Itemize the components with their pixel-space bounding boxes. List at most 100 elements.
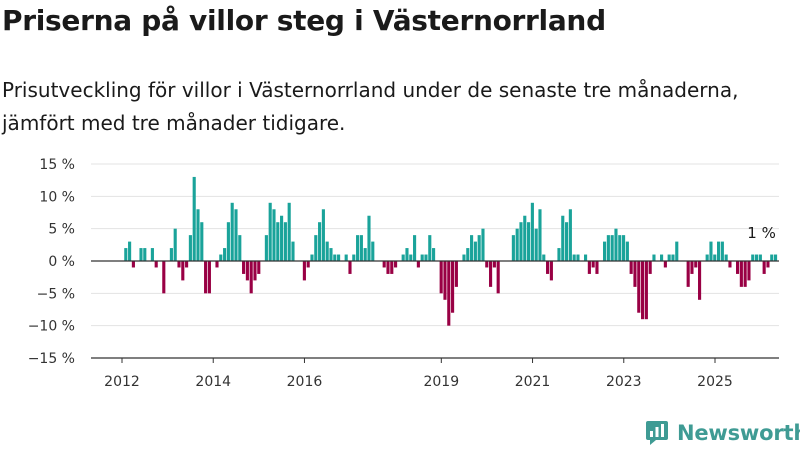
bar bbox=[591, 261, 595, 268]
bar bbox=[154, 261, 158, 268]
bar bbox=[671, 254, 675, 261]
bar bbox=[747, 261, 751, 281]
bar bbox=[451, 261, 455, 313]
bar bbox=[143, 248, 147, 261]
bar bbox=[356, 235, 360, 261]
bar bbox=[568, 209, 572, 261]
bar bbox=[253, 261, 257, 281]
bar bbox=[177, 261, 181, 268]
bar bbox=[473, 241, 477, 261]
bar bbox=[325, 241, 329, 261]
latest-value-label: 1 % bbox=[747, 224, 776, 242]
bar bbox=[306, 261, 310, 268]
bar bbox=[352, 254, 356, 261]
x-tick-label: 2023 bbox=[606, 374, 642, 390]
bar bbox=[272, 209, 276, 261]
bar bbox=[770, 254, 774, 261]
bar bbox=[766, 261, 770, 268]
bar bbox=[318, 222, 322, 261]
y-tick-label: 15 % bbox=[39, 157, 75, 173]
y-tick-label: 5 % bbox=[48, 222, 75, 238]
bar bbox=[705, 254, 709, 261]
bar bbox=[489, 261, 493, 287]
bar bbox=[774, 254, 778, 261]
bar bbox=[755, 254, 759, 261]
bar bbox=[234, 209, 238, 261]
bar bbox=[758, 254, 762, 261]
bar bbox=[348, 261, 352, 274]
bar bbox=[519, 222, 523, 261]
bar bbox=[557, 248, 561, 261]
bar bbox=[610, 235, 614, 261]
bar bbox=[128, 241, 132, 261]
bar bbox=[728, 261, 732, 268]
bar bbox=[276, 222, 280, 261]
bar bbox=[538, 209, 542, 261]
bar bbox=[280, 215, 284, 261]
bar bbox=[625, 241, 629, 261]
bar bbox=[192, 176, 196, 261]
bar bbox=[644, 261, 648, 320]
bar bbox=[321, 209, 325, 261]
x-tick-label: 2012 bbox=[104, 374, 140, 390]
x-tick-label: 2014 bbox=[195, 374, 231, 390]
bar-chart: 15 % 10 % 5 % 0 % −5 % −10 % −15 % 2012 2014 2016… bbox=[28, 157, 779, 390]
bar bbox=[394, 261, 398, 268]
y-tick-label: 10 % bbox=[39, 189, 75, 205]
bar bbox=[546, 261, 550, 274]
bar bbox=[219, 254, 223, 261]
bar bbox=[302, 261, 306, 281]
bar bbox=[200, 222, 204, 261]
bar bbox=[724, 254, 728, 261]
bar bbox=[268, 202, 272, 261]
bar bbox=[698, 261, 702, 300]
bar bbox=[454, 261, 458, 287]
bar bbox=[196, 209, 200, 261]
bar bbox=[405, 248, 409, 261]
bar bbox=[648, 261, 652, 274]
x-tick-label: 2019 bbox=[423, 374, 459, 390]
bar bbox=[249, 261, 253, 294]
bar bbox=[242, 261, 246, 274]
bar bbox=[549, 261, 553, 281]
bars bbox=[124, 176, 778, 326]
bar bbox=[527, 222, 531, 261]
bar bbox=[401, 254, 405, 261]
bar bbox=[226, 222, 230, 261]
bar bbox=[223, 248, 227, 261]
bar bbox=[641, 261, 645, 320]
bar bbox=[534, 228, 538, 261]
bar bbox=[162, 261, 166, 294]
bar bbox=[443, 261, 447, 300]
bar bbox=[432, 248, 436, 261]
bar bbox=[390, 261, 394, 274]
newsworthy-logo: Newsworthy bbox=[645, 419, 800, 447]
bar bbox=[542, 254, 546, 261]
bar bbox=[283, 222, 287, 261]
bar bbox=[690, 261, 694, 274]
bar bbox=[584, 254, 588, 261]
bar bbox=[637, 261, 641, 313]
bar bbox=[595, 261, 599, 274]
bar bbox=[663, 261, 667, 268]
newsworthy-logo-icon bbox=[646, 421, 668, 445]
bar bbox=[386, 261, 390, 274]
bar bbox=[291, 241, 295, 261]
bar bbox=[264, 235, 268, 261]
chart-title: Priserna på villor steg i Västernorrland bbox=[2, 4, 606, 37]
bar bbox=[139, 248, 143, 261]
bar bbox=[413, 235, 417, 261]
y-tick-label: 0 % bbox=[48, 254, 75, 270]
bar bbox=[359, 235, 363, 261]
bar bbox=[363, 248, 367, 261]
bar bbox=[565, 222, 569, 261]
bar bbox=[131, 261, 135, 268]
bar bbox=[675, 241, 679, 261]
bar bbox=[245, 261, 249, 281]
bar bbox=[713, 254, 717, 261]
gridlines bbox=[91, 163, 779, 327]
bar bbox=[561, 215, 565, 261]
bar bbox=[181, 261, 185, 281]
bar bbox=[124, 248, 128, 261]
bar bbox=[496, 261, 500, 294]
